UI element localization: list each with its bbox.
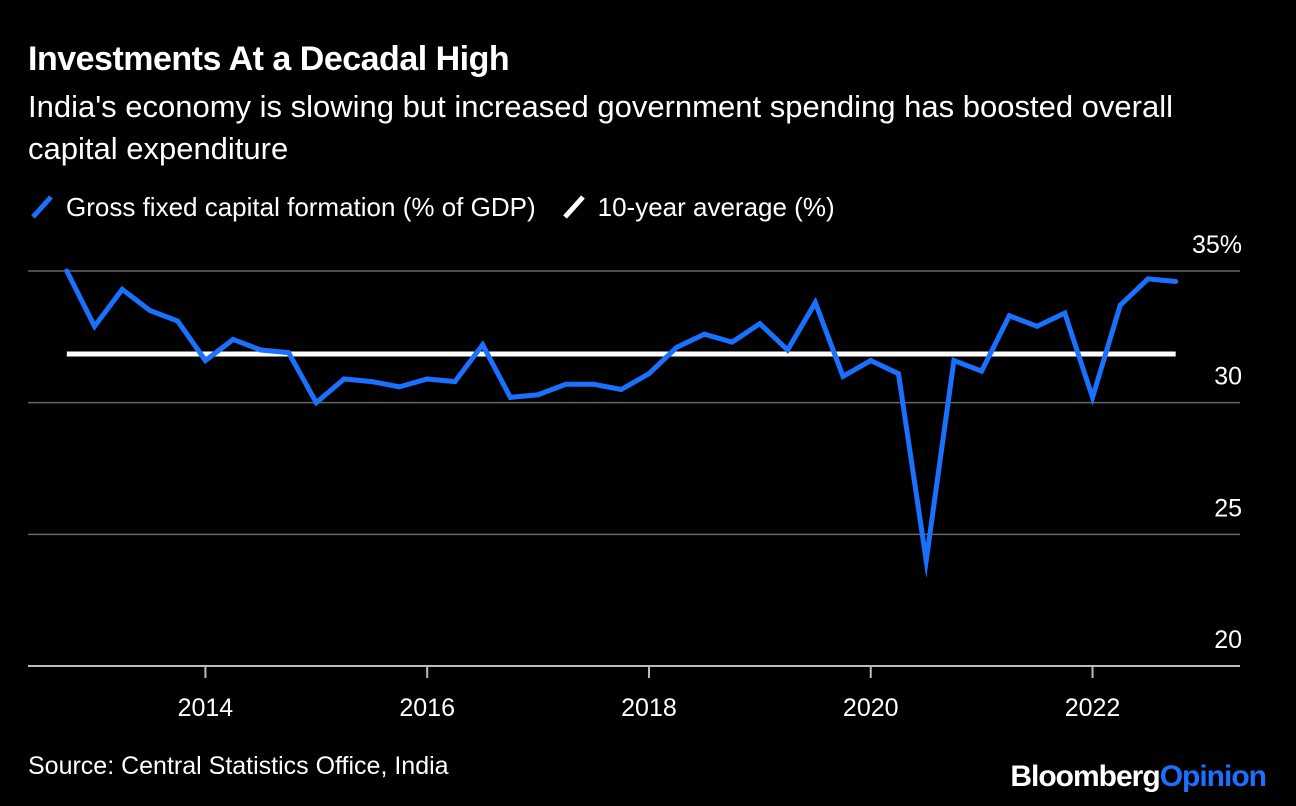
x-tick-label: 2020 xyxy=(843,694,899,722)
data-point-gfcf xyxy=(812,300,818,306)
data-point-gfcf xyxy=(868,358,874,364)
data-point-gfcf xyxy=(757,321,763,327)
data-point-gfcf xyxy=(507,394,513,400)
data-point-gfcf xyxy=(1117,302,1123,308)
data-point-gfcf xyxy=(480,342,486,348)
legend-swatch-average xyxy=(562,195,585,219)
data-point-gfcf xyxy=(895,371,901,377)
x-tick-label: 2018 xyxy=(621,694,677,722)
y-tick-label: 35% xyxy=(1192,231,1242,259)
data-point-gfcf xyxy=(396,384,402,390)
data-point-gfcf xyxy=(1006,313,1012,319)
x-tick-label: 2014 xyxy=(178,694,234,722)
data-point-gfcf xyxy=(202,358,208,364)
brand-logo: BloombergOpinion xyxy=(1010,760,1267,794)
y-tick-label: 25 xyxy=(1214,494,1242,522)
data-point-gfcf xyxy=(951,358,957,364)
data-point-gfcf xyxy=(674,344,680,350)
data-point-gfcf xyxy=(341,376,347,382)
data-point-gfcf xyxy=(701,331,707,337)
data-point-gfcf xyxy=(1034,323,1040,329)
data-point-gfcf xyxy=(452,379,458,385)
data-point-gfcf xyxy=(979,368,985,374)
data-point-gfcf xyxy=(1090,394,1096,400)
data-point-gfcf xyxy=(923,558,929,564)
data-point-gfcf xyxy=(230,336,236,342)
legend-item-gfcf: Gross fixed capital formation (% of GDP) xyxy=(28,192,536,223)
x-tick-label: 2016 xyxy=(399,694,455,722)
data-point-gfcf xyxy=(646,371,652,377)
y-tick-label: 20 xyxy=(1214,626,1242,654)
data-point-gfcf xyxy=(563,381,569,387)
data-point-gfcf xyxy=(64,268,70,274)
legend-label-average: 10-year average (%) xyxy=(597,191,835,222)
data-point-gfcf xyxy=(729,339,735,345)
brand-logo-part2: Opinion xyxy=(1159,760,1267,793)
data-point-gfcf xyxy=(785,347,791,353)
data-point-gfcf xyxy=(1145,276,1151,282)
data-point-gfcf xyxy=(147,308,153,313)
legend-swatch-gfcf xyxy=(31,195,53,219)
data-point-gfcf xyxy=(286,350,292,356)
data-point-gfcf xyxy=(258,347,264,353)
data-point-gfcf xyxy=(119,286,125,292)
chart-subtitle: India's economy is slowing but increased… xyxy=(28,89,1173,166)
chart-legend: Gross fixed capital formation (% of GDP)… xyxy=(28,190,859,224)
data-point-gfcf xyxy=(840,373,846,379)
data-point-gfcf xyxy=(1062,310,1068,316)
brand-logo-part1: Bloomberg xyxy=(1010,760,1160,793)
legend-item-average: 10-year average (%) xyxy=(560,192,835,223)
chart-title: Investments At a Decadal High xyxy=(28,40,510,78)
y-tick-label: 30 xyxy=(1214,363,1242,391)
data-point-gfcf xyxy=(369,379,375,385)
data-point-gfcf xyxy=(591,381,597,387)
x-tick-label: 2022 xyxy=(1065,694,1121,722)
data-point-gfcf xyxy=(424,376,430,382)
source-note: Source: Central Statistics Office, India xyxy=(28,752,449,780)
data-point-gfcf xyxy=(175,318,181,324)
data-point-gfcf xyxy=(1173,279,1179,285)
data-point-gfcf xyxy=(92,323,98,329)
data-point-gfcf xyxy=(535,392,541,398)
data-point-gfcf xyxy=(313,400,319,406)
legend-label-gfcf: Gross fixed capital formation (% of GDP) xyxy=(66,191,536,222)
data-point-gfcf xyxy=(618,387,624,392)
